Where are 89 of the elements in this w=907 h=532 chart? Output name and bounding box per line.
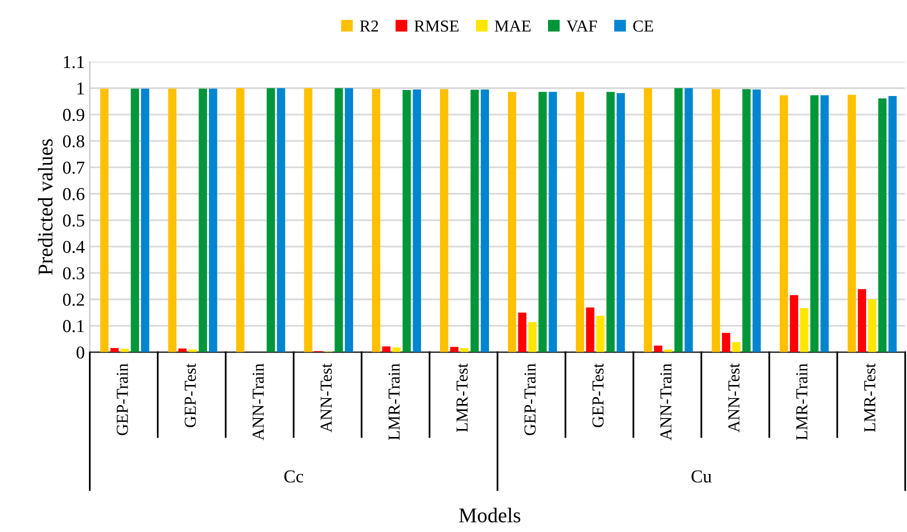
bar bbox=[780, 95, 788, 352]
y-tick-label: 1 bbox=[77, 82, 84, 94]
bar bbox=[878, 98, 886, 352]
text: Cc bbox=[284, 470, 304, 483]
bar bbox=[402, 90, 411, 352]
y-tick-label: 0.7 bbox=[63, 162, 84, 174]
legend-label: CE bbox=[633, 20, 654, 32]
legend-label: MAE bbox=[494, 20, 531, 32]
bar bbox=[344, 88, 354, 352]
bar bbox=[820, 95, 829, 352]
y-tick-label: 0.5 bbox=[63, 214, 84, 227]
x-tick-label: ANN-Train bbox=[252, 364, 264, 440]
bar bbox=[141, 88, 150, 352]
bar bbox=[548, 92, 557, 352]
x-axis-title: Models bbox=[459, 508, 520, 522]
bar bbox=[276, 88, 286, 352]
y-tick-label: 0.3 bbox=[63, 267, 84, 280]
bar bbox=[382, 346, 390, 352]
bar bbox=[790, 295, 798, 352]
bar bbox=[752, 89, 761, 352]
bar bbox=[848, 94, 856, 352]
bar bbox=[372, 88, 380, 352]
bar bbox=[236, 88, 244, 352]
bar bbox=[586, 308, 594, 352]
x-tick-label: GEP-Train bbox=[524, 364, 536, 436]
bar bbox=[810, 95, 819, 352]
bar bbox=[480, 89, 489, 352]
x-tick-label: LMR-Test bbox=[864, 363, 876, 432]
legend-label: RMSE bbox=[414, 20, 458, 32]
bar bbox=[198, 88, 208, 352]
bar bbox=[674, 88, 683, 352]
y-tick-label: 0.1 bbox=[63, 320, 84, 332]
x-tick-label: LMR-Train bbox=[796, 364, 808, 440]
bar bbox=[654, 346, 662, 352]
bar bbox=[460, 348, 469, 352]
bar bbox=[722, 332, 730, 352]
bar bbox=[664, 350, 672, 352]
x-tick-label: GEP-Test bbox=[184, 363, 196, 428]
bar bbox=[888, 96, 897, 352]
text: Cu bbox=[692, 470, 712, 483]
bar bbox=[168, 88, 176, 352]
bar bbox=[576, 92, 584, 352]
bar bbox=[508, 92, 516, 352]
bar bbox=[644, 88, 652, 352]
bar bbox=[120, 348, 129, 352]
bar bbox=[412, 89, 422, 352]
bar bbox=[440, 89, 448, 352]
x-tick-label: LMR-Test bbox=[456, 363, 468, 432]
bar bbox=[334, 88, 343, 352]
bar bbox=[528, 322, 537, 352]
y-tick-label: 0.4 bbox=[63, 240, 85, 254]
legend-label: VAF bbox=[566, 20, 597, 32]
bar bbox=[616, 93, 625, 352]
x-tick-label: ANN-Train bbox=[660, 364, 672, 440]
y-tick-label: 1.1 bbox=[64, 56, 84, 68]
bar bbox=[596, 316, 605, 352]
bar bbox=[470, 90, 479, 352]
y-tick-label: 0.8 bbox=[63, 135, 84, 148]
x-tick-label: ANN-Test bbox=[320, 363, 332, 432]
bar bbox=[858, 289, 866, 352]
x-tick-label: GEP-Train bbox=[116, 364, 128, 436]
bar bbox=[732, 342, 740, 352]
y-tick-label: 0.2 bbox=[63, 294, 84, 306]
x-tick-label: ANN-Test bbox=[728, 363, 740, 432]
bar bbox=[450, 346, 458, 352]
bar bbox=[742, 89, 751, 352]
y-tick-label: 0 bbox=[76, 346, 84, 359]
bar bbox=[208, 88, 218, 352]
bar bbox=[518, 312, 526, 352]
bar bbox=[712, 89, 720, 352]
bar bbox=[684, 88, 693, 352]
legend-label: R2 bbox=[360, 20, 378, 32]
bar bbox=[800, 308, 808, 352]
bar bbox=[110, 348, 119, 352]
x-tick-label: GEP-Test bbox=[592, 363, 604, 428]
bar bbox=[304, 88, 312, 352]
bar bbox=[392, 347, 401, 352]
y-tick-label: 0.6 bbox=[63, 188, 84, 200]
bar bbox=[178, 348, 187, 352]
bar bbox=[606, 92, 615, 352]
bar bbox=[266, 88, 275, 352]
bar bbox=[130, 88, 140, 352]
y-axis-title: Predicted values bbox=[38, 139, 53, 275]
bar bbox=[868, 299, 876, 352]
y-tick-label: 0.9 bbox=[63, 108, 84, 122]
bar bbox=[538, 92, 547, 352]
bar bbox=[100, 88, 108, 352]
bar bbox=[188, 350, 197, 352]
x-tick-label: LMR-Train bbox=[388, 364, 400, 440]
